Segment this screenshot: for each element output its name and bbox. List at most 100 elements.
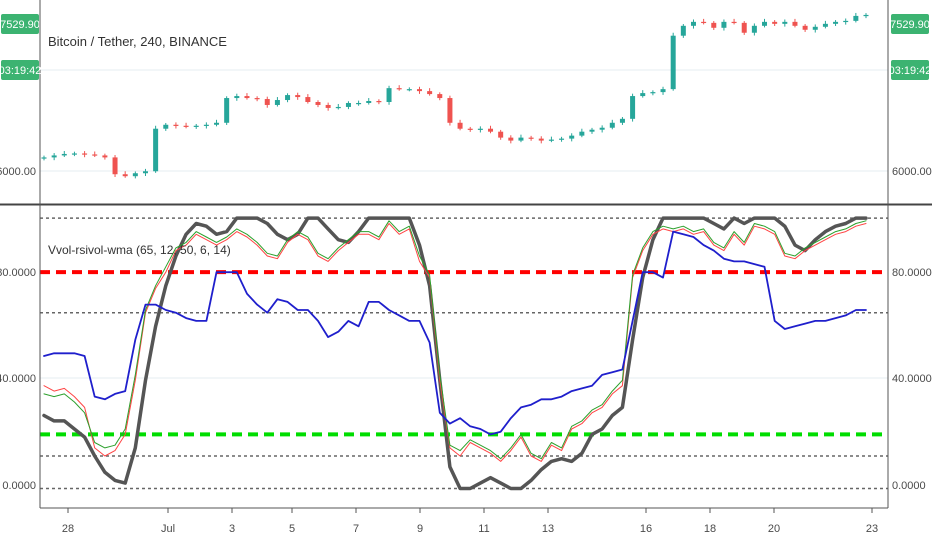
- x-tick-label: 11: [478, 523, 489, 535]
- right-indicator-tick-80: 80.0000: [892, 267, 932, 279]
- candle-body: [61, 153, 67, 156]
- candle-body: [579, 131, 585, 136]
- candle-body: [599, 127, 605, 130]
- candle-body: [132, 173, 138, 177]
- candle-body: [538, 138, 544, 141]
- candle-body: [254, 98, 260, 100]
- candle-body: [92, 154, 98, 156]
- candle-body: [102, 155, 108, 158]
- candle-body: [680, 25, 686, 36]
- candle-body: [630, 96, 636, 119]
- candle-body: [366, 101, 372, 103]
- candles-group: [41, 12, 869, 179]
- x-tick-label: Jul: [161, 523, 175, 535]
- indicator-series-line: [43, 220, 867, 460]
- candle-body: [721, 21, 727, 28]
- candle-body: [41, 157, 47, 159]
- candle-body: [345, 102, 351, 107]
- candle-body: [589, 129, 595, 132]
- candle-body: [569, 135, 575, 139]
- right-indicator-tick-0: 0.0000: [892, 480, 926, 492]
- candle-body: [142, 171, 148, 174]
- hlines-group: [40, 217, 888, 490]
- candle-body: [82, 153, 88, 155]
- candle-body: [335, 106, 341, 109]
- candle-body: [264, 99, 270, 105]
- x-tick-label: 23: [866, 523, 878, 535]
- left-countdown-badge: [1, 60, 39, 80]
- x-tick-label: 20: [768, 523, 780, 535]
- x-tick-label: 5: [289, 523, 295, 535]
- candle-body: [833, 21, 839, 24]
- left-price-badge-text: 7529.90: [0, 19, 40, 31]
- candle-body: [437, 94, 443, 99]
- candle-body: [305, 97, 311, 102]
- candle-body: [762, 21, 768, 26]
- candle-body: [670, 35, 676, 90]
- x-labels-group: 28 Jul 3 5 7 9 11 13 16 18 20 23: [62, 523, 878, 535]
- candle-body: [822, 23, 828, 27]
- candle-body: [650, 92, 656, 94]
- x-grid-group: [67, 508, 873, 513]
- indicator-series-line: [43, 223, 867, 462]
- candle-body: [214, 122, 220, 125]
- candle-body: [772, 21, 778, 24]
- symbol-title[interactable]: Bitcoin / Tether, 240, BINANCE: [48, 34, 227, 49]
- x-tick-label: 28: [62, 523, 74, 535]
- candle-body: [609, 122, 615, 128]
- candle-body: [315, 102, 321, 105]
- candle-body: [285, 95, 291, 101]
- x-tick-label: 16: [640, 523, 652, 535]
- candle-body: [112, 157, 118, 175]
- candle-body: [853, 15, 859, 21]
- x-tick-label: 18: [704, 523, 716, 535]
- x-tick-label: 13: [542, 523, 554, 535]
- x-tick-label: 7: [353, 523, 359, 535]
- candle-body: [559, 138, 565, 140]
- candle-body: [416, 89, 422, 92]
- candle-body: [386, 88, 392, 102]
- candle-body: [224, 98, 230, 123]
- candle-body: [71, 153, 77, 155]
- candle-body: [193, 125, 199, 127]
- left-countdown-badge-text: 03:19:42: [0, 65, 41, 77]
- right-indicator-tick-40: 40.0000: [892, 373, 932, 385]
- candle-body: [751, 25, 757, 33]
- indicator-title[interactable]: Vvol-rsivol-wma (65, 12, 50, 6, 14): [48, 243, 231, 257]
- candle-body: [782, 21, 788, 24]
- left-price-tick: 6000.00: [0, 166, 36, 178]
- candle-body: [701, 21, 707, 24]
- left-indicator-tick-80: 80.0000: [0, 267, 36, 279]
- candle-body: [741, 22, 747, 33]
- candle-body: [802, 25, 808, 30]
- candle-body: [518, 137, 524, 141]
- candle-body: [619, 118, 625, 123]
- candle-body: [153, 128, 159, 172]
- right-price-tick: 6000.00: [892, 166, 932, 178]
- candle-body: [447, 98, 453, 123]
- right-price-badge-text: 7529.90: [890, 19, 930, 31]
- candle-body: [356, 102, 362, 105]
- indicator-series-line: [43, 230, 867, 436]
- candle-body: [376, 101, 382, 103]
- candle-body: [173, 124, 179, 126]
- candle-body: [203, 124, 209, 126]
- candle-body: [234, 96, 240, 99]
- candle-body: [843, 20, 849, 23]
- candle-body: [274, 100, 280, 105]
- candle-body: [122, 174, 128, 177]
- indicator-lines-group: [42, 216, 868, 491]
- candle-body: [325, 104, 331, 108]
- x-tick-label: 3: [229, 523, 235, 535]
- candle-body: [396, 88, 402, 90]
- candle-body: [711, 22, 717, 28]
- candle-body: [244, 96, 250, 99]
- candle-body: [406, 89, 412, 91]
- candle-body: [51, 155, 57, 158]
- right-countdown-badge-text: 03:19:42: [889, 65, 932, 77]
- candle-body: [427, 91, 433, 95]
- candle-body: [640, 93, 646, 97]
- candle-body: [812, 26, 818, 30]
